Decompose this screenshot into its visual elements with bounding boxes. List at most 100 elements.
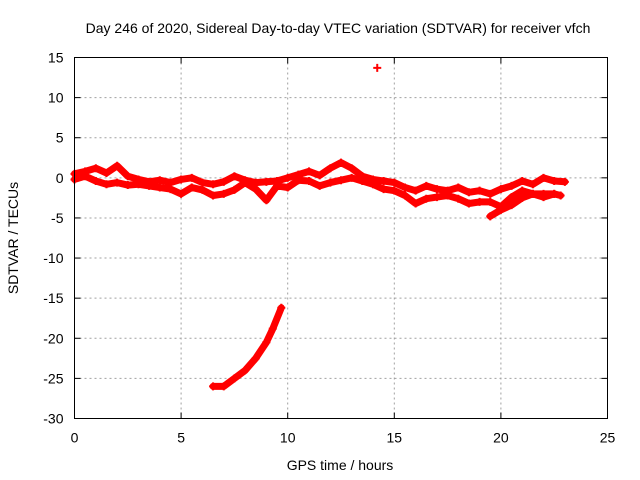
data-point [337, 176, 345, 185]
data-point [432, 185, 441, 194]
data-point [390, 178, 399, 187]
data-point [102, 180, 111, 189]
data-point [507, 181, 516, 190]
y-tick-label: 10 [48, 90, 64, 106]
data-point [209, 191, 218, 200]
data-point [464, 199, 473, 208]
data-point [326, 178, 335, 187]
data-point [486, 189, 495, 198]
y-tick-label: -5 [51, 210, 64, 226]
data-point [134, 180, 143, 189]
data-point [187, 183, 196, 192]
x-tick-label: 5 [177, 430, 185, 446]
data-point [219, 189, 228, 198]
data-point [550, 177, 559, 186]
data-point [507, 193, 516, 202]
data-point [390, 186, 399, 195]
data-point [326, 164, 335, 173]
data-point [422, 181, 431, 190]
data-point [539, 189, 548, 198]
data-point [273, 181, 282, 190]
data-point [166, 185, 175, 194]
plot-frame [74, 57, 608, 419]
data-point [251, 354, 260, 363]
data-point [315, 171, 324, 180]
data-point [198, 185, 207, 194]
data-point [518, 186, 527, 195]
data-point [368, 180, 377, 189]
y-tick-label: 5 [56, 130, 64, 146]
data-point [443, 191, 452, 200]
axis-ticks: 0 5 10 15 20 25 15 10 5 0 -5 -10 -15 -20 -25 -30 [43, 50, 615, 446]
data-point [177, 175, 186, 184]
data-point [102, 169, 111, 178]
series-main-band-upper [70, 158, 569, 198]
data-point [230, 172, 239, 181]
series-low-arc [209, 303, 286, 391]
data-point [560, 177, 569, 186]
data-point [379, 185, 388, 194]
data-point [496, 205, 505, 214]
data-point [358, 177, 367, 186]
data-point [241, 178, 250, 187]
data-point [518, 177, 527, 186]
data-point [230, 185, 239, 194]
data-point [123, 181, 132, 190]
data-point [305, 167, 314, 176]
x-tick-label: 10 [280, 430, 296, 446]
data-point [283, 173, 292, 182]
data-point [411, 186, 420, 195]
data-point [347, 173, 356, 182]
grid [74, 57, 608, 419]
series-descending-arc [486, 189, 565, 221]
data-point [91, 164, 100, 173]
data-point [145, 181, 154, 190]
data-point [230, 374, 239, 383]
data-point [411, 199, 420, 208]
data-point [486, 212, 495, 221]
data-point [81, 172, 90, 181]
y-tick-label: -15 [43, 290, 63, 306]
data-point [373, 63, 382, 72]
data-point [486, 197, 495, 206]
data-point [550, 189, 559, 198]
data-point [454, 194, 463, 203]
data-point [177, 189, 186, 198]
data-point [539, 173, 548, 182]
data-point [496, 185, 505, 194]
y-axis-label: SDTVAR / TECUs [5, 182, 21, 294]
data-point [337, 158, 345, 167]
data-point [556, 191, 565, 200]
data-point [475, 186, 484, 195]
data-point [262, 177, 271, 186]
data-point [187, 173, 196, 182]
chart-title: Day 246 of 2020, Sidereal Day-to-day VTE… [86, 20, 591, 36]
data-point [528, 189, 537, 198]
data-point [528, 180, 537, 189]
data-point [262, 338, 271, 347]
data-point [155, 176, 164, 185]
data-point [315, 181, 324, 190]
data-point [268, 324, 277, 333]
y-tick-label: -25 [43, 370, 63, 386]
x-tick-label: 20 [493, 430, 509, 446]
y-tick-label: -20 [43, 330, 63, 346]
data-point [294, 176, 303, 185]
data-point [518, 193, 527, 202]
data-point [219, 177, 228, 186]
data-point [123, 172, 132, 181]
data-point [475, 197, 484, 206]
data-point [400, 183, 409, 192]
x-axis-label: GPS time / hours [287, 457, 394, 473]
data-point [113, 178, 122, 187]
data-point [241, 366, 250, 375]
series-outlier [373, 63, 382, 72]
y-tick-label: -30 [43, 411, 63, 427]
y-tick-label: 0 [56, 170, 64, 186]
y-tick-label: 15 [48, 50, 64, 66]
y-tick-label: -10 [43, 250, 63, 266]
data-point [283, 183, 292, 192]
data-point [422, 194, 431, 203]
data-point [454, 183, 463, 192]
data-point [400, 191, 409, 200]
